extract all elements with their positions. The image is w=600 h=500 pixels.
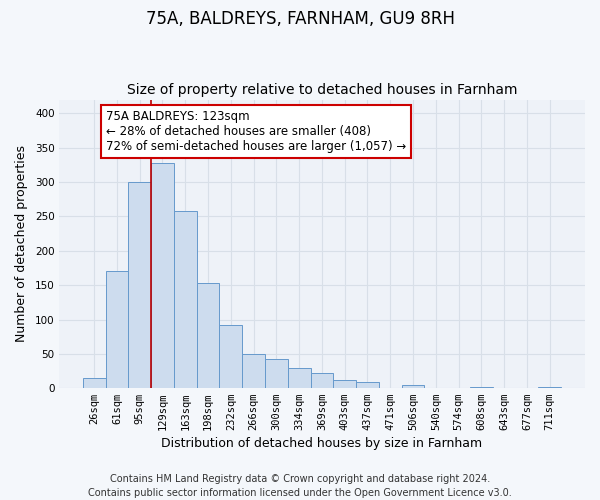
- Bar: [83, 378, 106, 388]
- Bar: [470, 387, 493, 388]
- Bar: [174, 211, 197, 388]
- Bar: [265, 359, 288, 388]
- Text: 75A BALDREYS: 123sqm
← 28% of detached houses are smaller (408)
72% of semi-deta: 75A BALDREYS: 123sqm ← 28% of detached h…: [106, 110, 406, 153]
- Text: 75A, BALDREYS, FARNHAM, GU9 8RH: 75A, BALDREYS, FARNHAM, GU9 8RH: [146, 10, 455, 28]
- X-axis label: Distribution of detached houses by size in Farnham: Distribution of detached houses by size …: [161, 437, 482, 450]
- Bar: [106, 272, 128, 388]
- Bar: [220, 325, 242, 388]
- Y-axis label: Number of detached properties: Number of detached properties: [15, 146, 28, 342]
- Bar: [197, 283, 220, 389]
- Bar: [334, 380, 356, 388]
- Text: Contains HM Land Registry data © Crown copyright and database right 2024.
Contai: Contains HM Land Registry data © Crown c…: [88, 474, 512, 498]
- Bar: [538, 387, 561, 388]
- Bar: [401, 385, 424, 388]
- Bar: [151, 163, 174, 388]
- Bar: [311, 372, 334, 388]
- Bar: [356, 382, 379, 388]
- Bar: [242, 354, 265, 388]
- Bar: [288, 368, 311, 388]
- Bar: [128, 182, 151, 388]
- Title: Size of property relative to detached houses in Farnham: Size of property relative to detached ho…: [127, 83, 517, 97]
